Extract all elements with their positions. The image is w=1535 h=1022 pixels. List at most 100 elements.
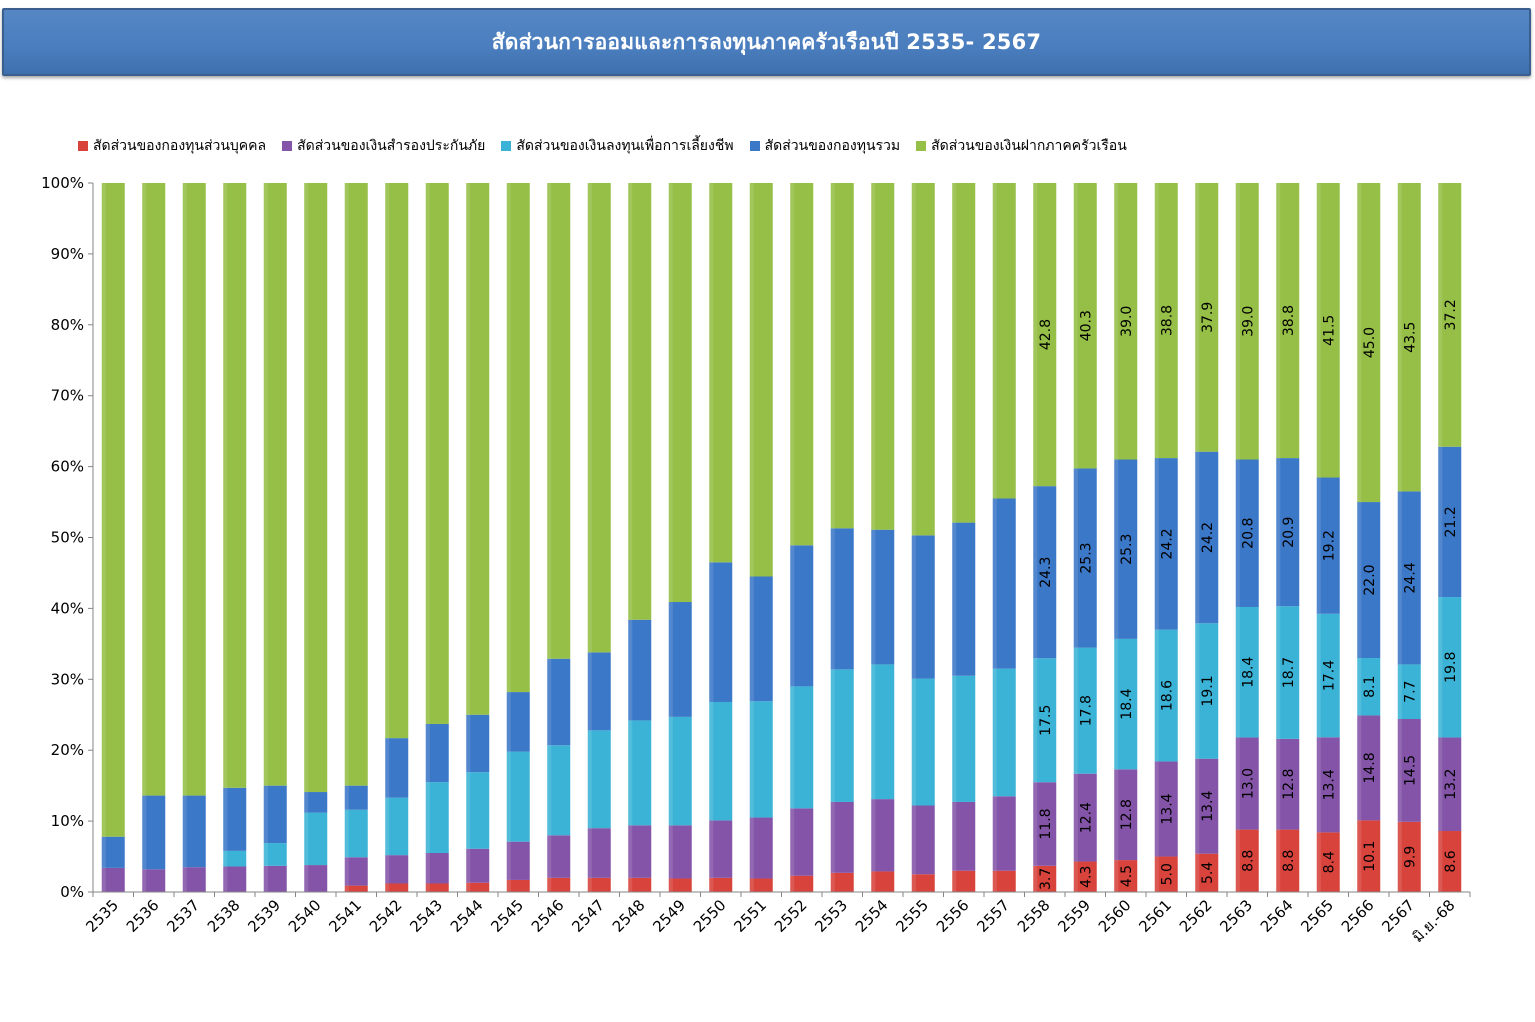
bar-highlight	[547, 835, 552, 878]
bar-segment	[871, 183, 895, 530]
bar-segment	[587, 652, 611, 731]
bar-highlight	[1276, 458, 1281, 607]
bar-segment	[952, 675, 976, 802]
bar-highlight	[1073, 183, 1078, 469]
bar-highlight	[1195, 623, 1200, 759]
bar-highlight	[1438, 183, 1443, 447]
data-label: 37.9	[1200, 302, 1216, 333]
bar-highlight	[101, 836, 106, 868]
bar-highlight	[992, 668, 997, 797]
bar-highlight	[952, 870, 957, 892]
bar-segment	[547, 658, 571, 746]
data-label: 8.6	[1443, 850, 1459, 872]
data-label: 40.3	[1078, 310, 1094, 341]
bar-segment	[1276, 606, 1300, 739]
data-label: 18.4	[1119, 688, 1135, 719]
bar-highlight	[263, 183, 268, 786]
bar-highlight	[1033, 865, 1038, 892]
bar-highlight	[952, 801, 957, 871]
bar-segment	[749, 817, 773, 879]
legend-item: สัดส่วนของเงินฝากภาคครัวเรือน	[916, 135, 1127, 157]
bar-segment	[506, 183, 530, 693]
bar-segment	[506, 751, 530, 842]
bar-segment	[992, 498, 1016, 669]
bar-highlight	[1276, 829, 1281, 892]
bar-segment	[1033, 782, 1057, 866]
bar-highlight	[1438, 446, 1443, 598]
data-label: 12.8	[1281, 769, 1297, 800]
bar-segment	[1073, 647, 1097, 774]
bar-highlight	[628, 877, 633, 892]
bar-highlight	[790, 808, 795, 876]
bar-highlight	[1195, 183, 1200, 452]
bar-highlight	[506, 751, 511, 842]
data-label: 43.5	[1402, 322, 1418, 353]
bar-highlight	[385, 738, 390, 798]
bar-highlight	[871, 664, 876, 800]
data-label: 13.4	[1159, 793, 1175, 824]
bar-segment	[1357, 715, 1381, 821]
x-tick-label: 2545	[487, 896, 527, 936]
bar-segment	[1276, 183, 1300, 459]
bar-highlight	[506, 879, 511, 892]
data-label: 39.0	[1240, 306, 1256, 337]
bar-highlight	[223, 866, 228, 892]
bar-segment	[1316, 737, 1340, 833]
x-tick-label: 2551	[730, 896, 770, 936]
y-tick-label: 70%	[51, 387, 84, 405]
bar-highlight	[830, 872, 835, 892]
data-label: 22.0	[1362, 564, 1378, 595]
bar-segment	[223, 850, 247, 867]
bar-segment	[223, 787, 247, 851]
bar-segment	[668, 878, 692, 892]
data-label: 38.8	[1281, 305, 1297, 336]
bar-segment	[466, 183, 490, 715]
bar-highlight	[992, 183, 997, 499]
data-label: 24.4	[1402, 562, 1418, 593]
bar-segment	[1235, 183, 1259, 460]
bar-segment	[668, 183, 692, 603]
x-tick-label: 2540	[285, 896, 325, 936]
bar-segment	[466, 882, 490, 892]
bar-segment	[385, 183, 409, 739]
legend-label: สัดส่วนของเงินลงทุนเพื่อการเลี้ยงชีพ	[516, 138, 734, 154]
legend-label: สัดส่วนของกองทุนรวม	[764, 138, 901, 154]
bar-highlight	[790, 875, 795, 892]
bar-highlight	[749, 701, 754, 818]
bar-highlight	[830, 528, 835, 670]
bar-segment	[182, 795, 206, 868]
bar-highlight	[1357, 183, 1362, 503]
x-tick-label: 2538	[204, 896, 244, 936]
bar-highlight	[668, 878, 673, 892]
bar-segment	[1357, 658, 1381, 716]
bar-segment	[263, 843, 287, 866]
bar-segment	[1114, 459, 1138, 639]
data-label: 14.8	[1362, 752, 1378, 783]
data-label: 4.5	[1119, 865, 1135, 887]
y-tick-label: 40%	[51, 599, 84, 617]
bar-highlight	[668, 602, 673, 717]
bar-highlight	[911, 535, 916, 679]
bar-highlight	[830, 183, 835, 529]
bar-segment	[992, 796, 1016, 871]
data-label: 13.2	[1443, 769, 1459, 800]
legend-swatch	[749, 141, 760, 151]
data-label: 19.2	[1321, 530, 1337, 561]
bar-highlight	[506, 692, 511, 752]
bar-highlight	[547, 183, 552, 659]
bar-highlight	[952, 522, 957, 676]
data-label: 9.9	[1402, 846, 1418, 868]
data-label: 18.6	[1159, 680, 1175, 711]
chart-title-bar: สัดส่วนการออมและการลงทุนภาคครัวเรือนปี 2…	[2, 8, 1531, 76]
bar-highlight	[1357, 502, 1362, 659]
bar-highlight	[1154, 458, 1159, 630]
bar-highlight	[182, 867, 187, 892]
bar-highlight	[628, 825, 633, 878]
legend-swatch	[282, 141, 293, 151]
bar-segment	[992, 668, 1016, 797]
bar-segment	[952, 801, 976, 871]
y-tick-label: 0%	[60, 883, 84, 901]
bar-segment	[466, 714, 490, 773]
bar-highlight	[871, 871, 876, 892]
bar-segment	[142, 869, 166, 892]
